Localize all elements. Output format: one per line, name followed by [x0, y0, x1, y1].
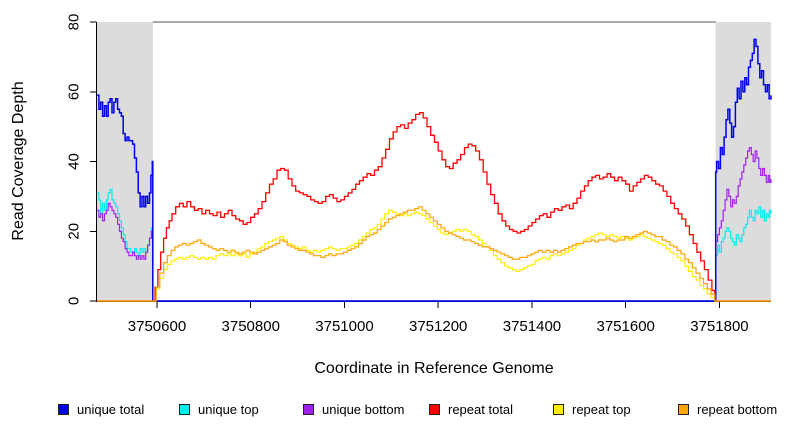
- x-tick-label: 3751800: [690, 318, 748, 335]
- legend-swatch-icon: [678, 403, 689, 415]
- legend-label: unique bottom: [322, 401, 405, 417]
- shaded-region: [97, 22, 153, 301]
- x-tick-label: 3750800: [222, 318, 280, 335]
- series-path-repeat-top: [97, 209, 771, 302]
- x-axis-title: Coordinate in Reference Genome: [314, 360, 554, 377]
- legend-label: repeat bottom: [697, 401, 778, 417]
- legend-swatch-icon: [303, 403, 314, 415]
- x-tick-label: 3751200: [409, 318, 467, 335]
- series-path-unique-total: [97, 38, 772, 302]
- y-tick-label: 0: [65, 297, 82, 305]
- legend-item-repeat-total: repeat total: [429, 401, 513, 417]
- legend-label: unique total: [77, 401, 145, 417]
- legend-swatch-icon: [58, 403, 69, 415]
- legend-label: unique top: [198, 401, 259, 417]
- legend-item-repeat-top: repeat top: [553, 401, 631, 417]
- legend-item-unique-top: unique top: [179, 401, 259, 417]
- x-tick-label: 3750600: [128, 318, 186, 335]
- legend-swatch-icon: [553, 403, 564, 415]
- x-tick-label: 3751400: [503, 318, 561, 335]
- legend-swatch-icon: [179, 403, 190, 415]
- legend-item-repeat-bottom: repeat bottom: [678, 401, 777, 417]
- y-tick-label: 40: [65, 153, 82, 170]
- legend-item-unique-bottom: unique bottom: [303, 401, 404, 417]
- y-tick-label: 80: [65, 14, 82, 31]
- y-tick-label: 60: [65, 83, 82, 100]
- x-tick-label: 3751000: [315, 318, 373, 335]
- series-path-repeat-bottom: [97, 206, 771, 302]
- y-axis-title: Read Coverage Depth: [10, 81, 27, 241]
- legend-label: repeat total: [448, 401, 514, 417]
- x-tick-label: 3751600: [596, 318, 654, 335]
- y-tick-label: 20: [65, 223, 82, 240]
- legend-swatch-icon: [429, 403, 440, 415]
- legend-label: repeat top: [572, 401, 631, 417]
- shaded-region: [715, 22, 771, 301]
- legend-item-unique-total: unique total: [58, 401, 144, 417]
- series-path-repeat-total: [97, 112, 771, 302]
